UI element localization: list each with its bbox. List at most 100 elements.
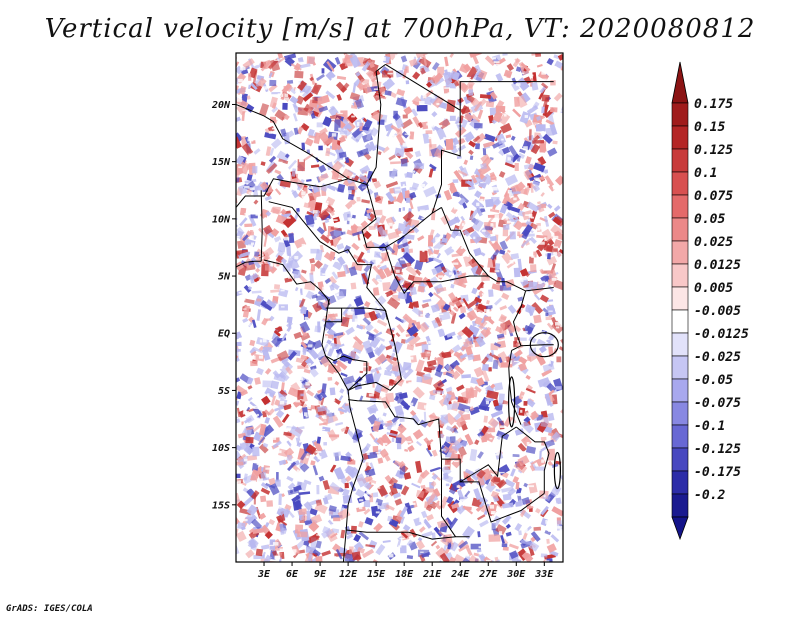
field-cell [411,414,421,424]
field-speckle [533,177,540,180]
field-cell [431,449,438,457]
field-cell [521,551,534,562]
field-cell [333,157,341,165]
field-cell [250,257,262,269]
field-cell [368,225,376,231]
field-cell [395,284,404,293]
colorbar-swatch [671,102,689,127]
field-speckle [526,550,530,553]
field-cell [287,350,297,361]
field-cell [454,231,462,237]
field-cell [397,536,402,540]
field-cell [469,406,475,412]
field-cell [373,328,380,334]
field-speckle [298,440,302,443]
field-speckle [382,343,386,346]
field-cell [400,158,408,167]
field-cell [248,539,257,549]
field-speckle [322,335,329,340]
field-speckle [242,423,246,427]
field-cell [342,57,351,64]
field-cell [436,252,442,259]
field-speckle [339,435,343,439]
field-cell [496,430,510,440]
field-cell [286,79,294,85]
field-cell [236,136,242,149]
field-speckle [537,225,542,230]
field-speckle [320,381,327,384]
field-cell [312,549,321,557]
field-cell [265,391,275,397]
field-cell [517,469,523,474]
field-cell [458,312,466,320]
field-cell [381,146,390,154]
colorbar-label: -0.0125 [694,327,749,342]
field-speckle [333,219,338,221]
field-cell [435,547,448,559]
field-cell [342,118,353,131]
field-cell [521,496,531,506]
field-cell [517,90,523,97]
field-speckle [368,431,373,433]
field-cell [278,158,289,165]
field-cell [445,425,455,433]
field-cell [476,377,485,387]
field-speckle [464,54,469,59]
field-cell [332,260,343,271]
field-cell [548,211,556,219]
field-cell [262,554,272,562]
field-cell [525,387,536,394]
field-speckle [553,246,559,249]
field-cell [512,453,520,458]
field-cell [532,139,545,144]
field-cell [257,77,267,88]
field-cell [337,270,346,278]
field-cell [285,366,293,375]
field-speckle [491,165,495,170]
field-speckle [441,460,446,465]
field-speckle [460,499,466,502]
field-speckle [493,325,497,329]
field-cell [363,499,371,508]
border-line [361,184,442,248]
field-speckle [487,190,494,193]
field-cell [514,181,526,192]
field-speckle [398,215,403,219]
field-cell [343,375,355,385]
field-cell [293,270,301,279]
field-cell [540,505,549,516]
field-speckle [391,456,396,460]
field-cell [338,136,346,143]
field-speckle [475,511,481,515]
field-cell [497,351,509,363]
field-cell [548,184,555,192]
field-cell [440,465,452,476]
field-cell [271,106,279,114]
field-cell [314,502,328,514]
field-speckle [528,213,533,218]
field-cell [335,81,348,94]
field-cell [505,211,516,222]
field-speckle [352,204,356,207]
field-cell [520,92,531,104]
field-cell [239,442,249,450]
field-cell [414,259,424,271]
field-speckle [377,278,383,281]
field-cell [325,147,331,157]
field-cell [329,464,337,473]
field-cell [361,273,370,285]
field-speckle [399,537,405,540]
field-cell [491,258,496,267]
field-cell [253,492,257,505]
field-cell [528,545,535,556]
field-speckle [525,214,531,217]
field-cell [456,155,462,159]
field-cell [540,192,545,197]
field-speckle [259,339,263,343]
field-cell [372,420,381,432]
field-cell [551,506,563,517]
field-speckle [430,275,434,278]
field-cell [449,541,459,552]
field-speckle [520,307,526,312]
field-cell [464,490,471,498]
